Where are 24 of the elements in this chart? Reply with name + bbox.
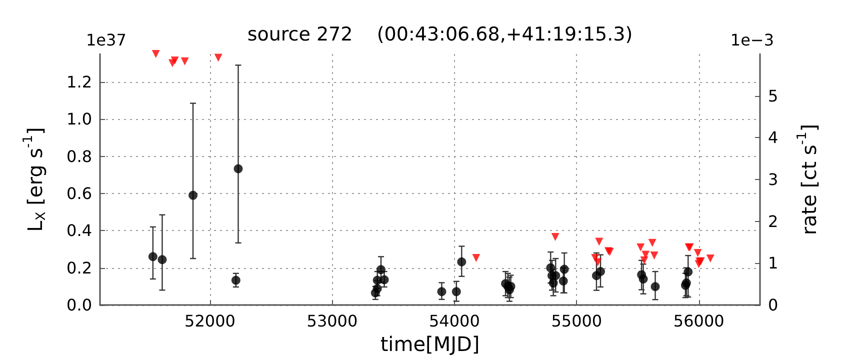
x-tick-label: 54000 (428, 312, 480, 330)
y2-tick-label: 3 (768, 170, 778, 189)
y2-tick-label: 0 (768, 296, 778, 314)
x-tick-label: 56000 (673, 312, 724, 330)
x-tick-label: 55000 (551, 312, 602, 330)
y2-tick-label: 2 (768, 212, 778, 231)
y-tick-label: 1.2 (66, 72, 92, 92)
y-tick-label: 1.0 (66, 110, 92, 129)
y-tick-label: 0.4 (66, 221, 92, 240)
x-axis-title: time[MJD] (380, 332, 480, 356)
x-tick-label: 53000 (306, 312, 358, 330)
y2-tick-label: 5 (768, 86, 778, 106)
x-tick-label: 52000 (184, 312, 236, 330)
y2-tick-label: 4 (768, 128, 778, 148)
y-tick-label: 0.0 (66, 296, 92, 314)
y-tick-label: 0.8 (66, 146, 92, 166)
y-tick-label: 0.6 (66, 184, 92, 203)
chart-title: source 272 (00:43:06.68,+41:19:15.3) (247, 24, 633, 46)
y-axis-title: LX [erg s-1] (21, 127, 49, 232)
text: 1e−3 (730, 30, 774, 50)
y2-tick-label: 1 (768, 254, 778, 273)
y-tick-label: 0.2 (66, 258, 92, 278)
text: 1e37 (86, 30, 126, 50)
y2-axis-title: rate [ct s-1] (795, 124, 821, 236)
